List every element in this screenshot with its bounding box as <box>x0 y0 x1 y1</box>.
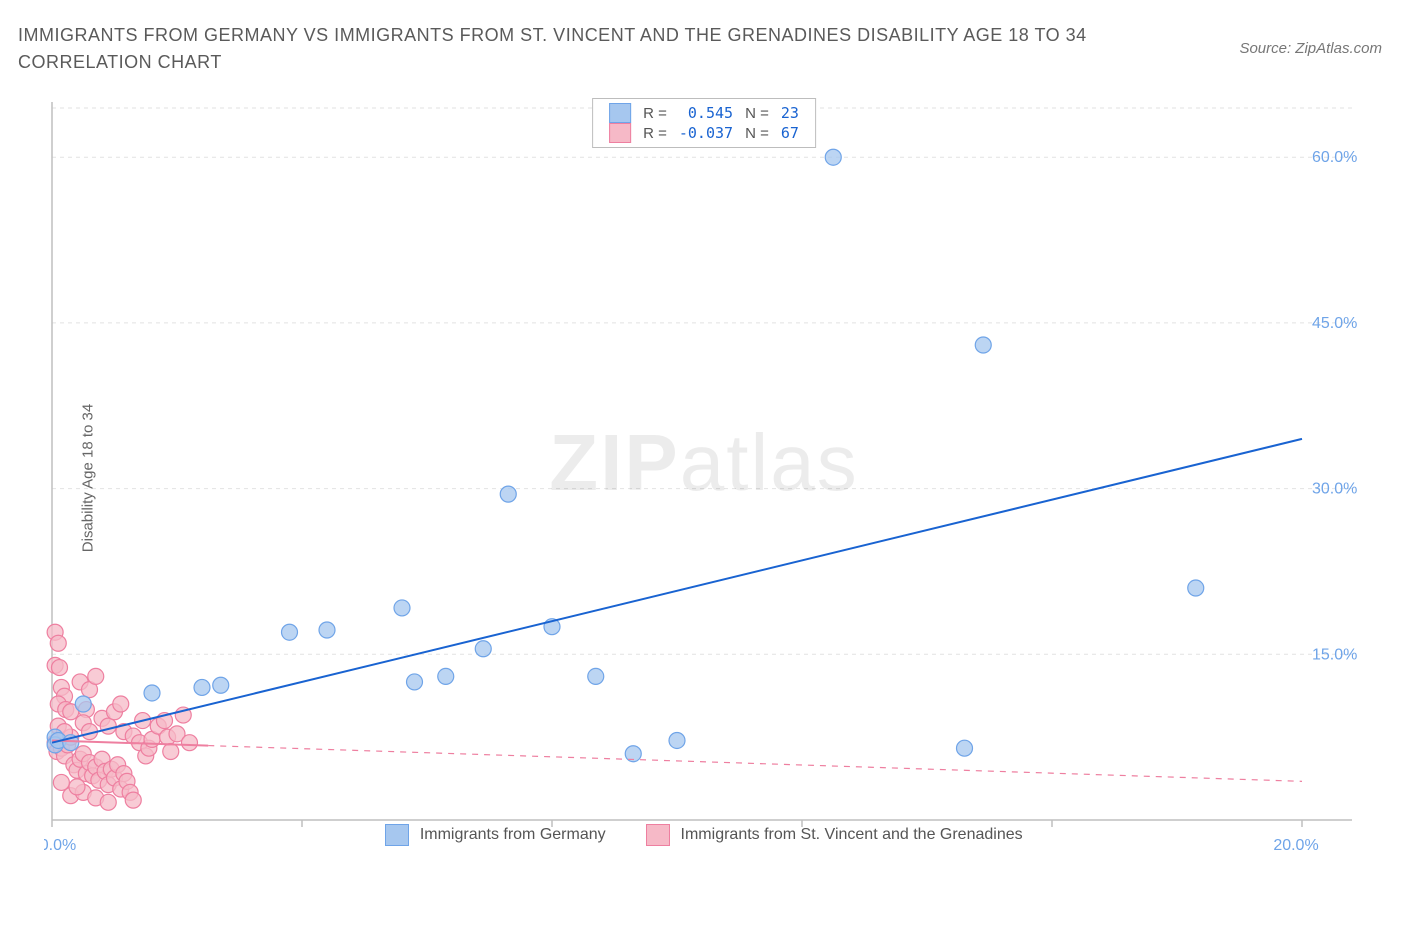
swatch-germany <box>609 103 631 123</box>
legend-row-stvincent: R = -0.037 N = 67 <box>603 123 805 143</box>
correlation-legend: R = 0.545 N = 23 R = -0.037 N = 67 <box>592 98 816 148</box>
bottom-legend-label: Immigrants from Germany <box>420 826 606 843</box>
swatch-germany <box>385 824 409 846</box>
r-value-germany: 0.545 <box>673 103 739 123</box>
bottom-legend-item: Immigrants from Germany <box>385 824 605 846</box>
r-value-stvincent: -0.037 <box>673 123 739 143</box>
n-label: N = <box>739 123 775 143</box>
swatch-stvincent <box>609 123 631 143</box>
swatch-stvincent <box>646 824 670 846</box>
n-value-stvincent: 67 <box>775 123 805 143</box>
n-value-germany: 23 <box>775 103 805 123</box>
r-label: R = <box>637 123 673 143</box>
bottom-legend-label: Immigrants from St. Vincent and the Gren… <box>681 826 1023 843</box>
svg-text:30.0%: 30.0% <box>1312 481 1357 498</box>
scatter-plot: 0.0%20.0%15.0%30.0%45.0%60.0% <box>44 98 1364 858</box>
svg-text:45.0%: 45.0% <box>1312 315 1357 332</box>
n-label: N = <box>739 103 775 123</box>
bottom-legend: Immigrants from Germany Immigrants from … <box>44 824 1364 846</box>
y-axis-label: Disability Age 18 to 34 <box>80 404 97 552</box>
svg-text:60.0%: 60.0% <box>1312 149 1357 166</box>
r-label: R = <box>637 103 673 123</box>
svg-text:15.0%: 15.0% <box>1312 646 1357 663</box>
source-label: Source: ZipAtlas.com <box>1239 40 1382 57</box>
header: IMMIGRANTS FROM GERMANY VS IMMIGRANTS FR… <box>18 22 1388 76</box>
chart-area: Disability Age 18 to 34 ZIPatlas 0.0%20.… <box>44 98 1364 858</box>
chart-title: IMMIGRANTS FROM GERMANY VS IMMIGRANTS FR… <box>18 22 1138 76</box>
legend-row-germany: R = 0.545 N = 23 <box>603 103 805 123</box>
bottom-legend-item: Immigrants from St. Vincent and the Gren… <box>646 824 1023 846</box>
